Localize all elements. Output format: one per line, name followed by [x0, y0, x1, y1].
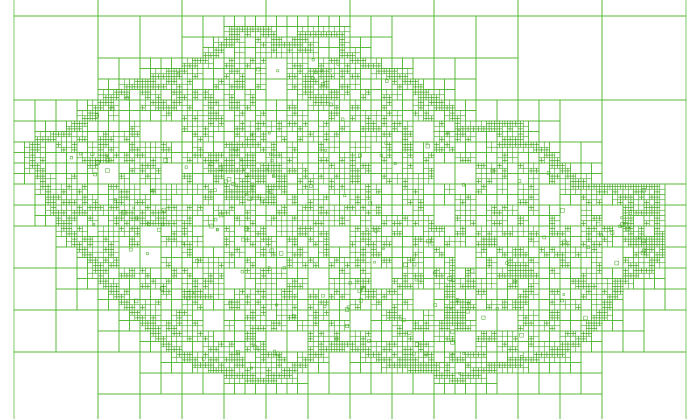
quadtree-grid-lines — [13, 0, 687, 419]
